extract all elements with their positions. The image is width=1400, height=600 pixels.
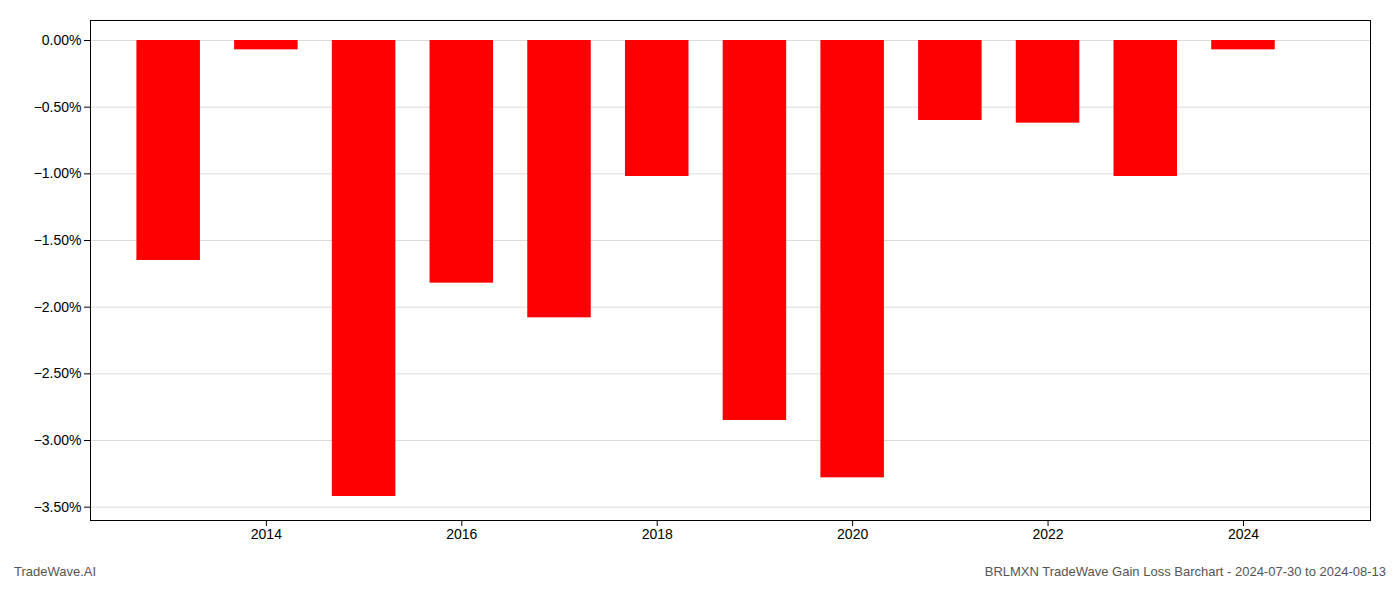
svg-text:2014: 2014 <box>251 526 282 542</box>
svg-text:−2.50%: −2.50% <box>34 365 82 381</box>
svg-text:−3.00%: −3.00% <box>34 432 82 448</box>
html-text:TradeWave.AI: TradeWave.AI <box>14 564 97 579</box>
svg-text:−1.50%: −1.50% <box>34 232 82 248</box>
html-text:BRLMXN TradeWave Gain Loss Bar: BRLMXN TradeWave Gain Loss Barchart - 20… <box>984 564 1386 579</box>
svg-text:−3.50%: −3.50% <box>34 499 82 515</box>
svg-text:2022: 2022 <box>1032 526 1063 542</box>
svg-text:−0.50%: −0.50% <box>34 99 82 115</box>
svg-text:−2.00%: −2.00% <box>34 299 82 315</box>
svg-text:2024: 2024 <box>1228 526 1259 542</box>
svg-text:−1.00%: −1.00% <box>34 165 82 181</box>
svg-text:2018: 2018 <box>642 526 673 542</box>
svg-text:2020: 2020 <box>837 526 868 542</box>
svg-text:0.00%: 0.00% <box>42 32 82 48</box>
svg-text:2016: 2016 <box>446 526 477 542</box>
